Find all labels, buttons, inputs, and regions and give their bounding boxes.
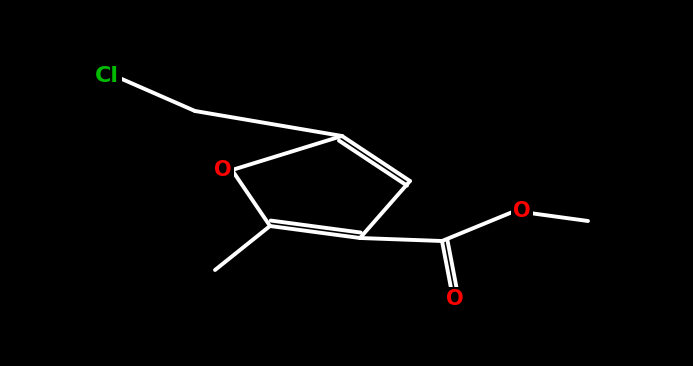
Text: O: O xyxy=(446,289,464,309)
Text: O: O xyxy=(214,160,232,180)
Text: Cl: Cl xyxy=(95,66,119,86)
Text: O: O xyxy=(514,201,531,221)
